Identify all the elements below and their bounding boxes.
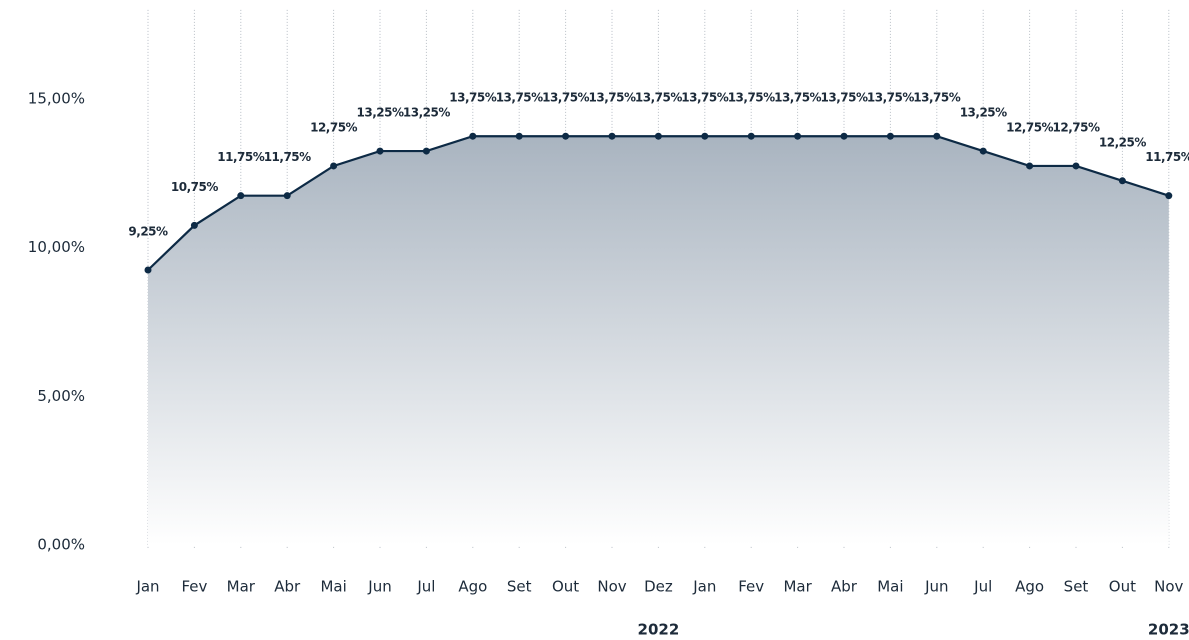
x-tick-label: Jun: [924, 578, 948, 596]
x-tick-label: Ago: [1015, 578, 1044, 596]
x-tick-label: Mar: [783, 578, 812, 596]
x-tick-label: Jan: [692, 578, 716, 596]
y-tick-label: 0,00%: [37, 536, 85, 554]
point: [701, 132, 709, 140]
point: [979, 147, 987, 155]
point: [469, 132, 477, 140]
value-label: 13,75%: [867, 91, 914, 105]
x-tick-label: Out: [552, 578, 579, 596]
point: [1072, 162, 1080, 170]
x-tick-label: Set: [1064, 578, 1089, 596]
value-label: 13,75%: [913, 91, 960, 105]
point: [654, 132, 662, 140]
value-label: 13,75%: [496, 91, 543, 105]
y-tick-label: 15,00%: [28, 90, 85, 108]
point: [747, 132, 755, 140]
x-tick-label: Mai: [320, 578, 346, 596]
value-label: 13,25%: [403, 106, 450, 120]
x-tick-label: Mar: [227, 578, 256, 596]
value-label: 13,75%: [589, 91, 636, 105]
x-tick-label: Fev: [181, 578, 207, 596]
point: [283, 192, 291, 200]
x-tick-label: Set: [507, 578, 532, 596]
point: [840, 132, 848, 140]
value-label: 13,75%: [635, 91, 682, 105]
point: [1118, 177, 1126, 185]
x-tick-label: Abr: [274, 578, 301, 596]
point: [190, 221, 198, 229]
point: [886, 132, 894, 140]
point: [422, 147, 430, 155]
x-tick-label: Ago: [458, 578, 487, 596]
value-label: 13,75%: [449, 91, 496, 105]
point: [608, 132, 616, 140]
point: [1026, 162, 1034, 170]
value-label: 12,75%: [1053, 120, 1100, 134]
value-label: 13,75%: [774, 91, 821, 105]
value-label: 12,25%: [1099, 135, 1146, 149]
point: [933, 132, 941, 140]
year-label: 2022: [638, 621, 680, 639]
point: [794, 132, 802, 140]
x-tick-label: Fev: [738, 578, 764, 596]
value-label: 11,75%: [217, 150, 264, 164]
point: [515, 132, 523, 140]
value-label: 13,75%: [821, 91, 868, 105]
value-label: 10,75%: [171, 180, 218, 194]
value-label: 13,75%: [681, 91, 728, 105]
value-label: 12,75%: [1006, 120, 1053, 134]
point: [237, 192, 245, 200]
x-tick-label: Nov: [1154, 578, 1183, 596]
x-tick-label: Jun: [367, 578, 391, 596]
point: [562, 132, 570, 140]
value-label: 11,75%: [1145, 150, 1189, 164]
year-label: 2023: [1148, 621, 1189, 639]
x-tick-label: Jul: [973, 578, 992, 596]
x-tick-label: Abr: [831, 578, 858, 596]
x-tick-label: Jul: [416, 578, 435, 596]
x-tick-label: Out: [1109, 578, 1136, 596]
point: [330, 162, 338, 170]
x-tick-label: Mai: [877, 578, 903, 596]
value-label: 13,75%: [542, 91, 589, 105]
value-label: 12,75%: [310, 120, 357, 134]
point: [1165, 192, 1173, 200]
point: [144, 266, 152, 274]
y-tick-label: 5,00%: [37, 387, 85, 405]
value-label: 9,25%: [128, 224, 168, 238]
x-tick-label: Jan: [135, 578, 159, 596]
x-tick-label: Dez: [644, 578, 673, 596]
value-label: 13,25%: [357, 106, 404, 120]
y-tick-label: 10,00%: [28, 238, 85, 256]
point: [376, 147, 384, 155]
value-label: 11,75%: [264, 150, 311, 164]
x-tick-label: Nov: [597, 578, 626, 596]
area: [148, 136, 1169, 545]
value-label: 13,25%: [960, 106, 1007, 120]
value-label: 13,75%: [728, 91, 775, 105]
